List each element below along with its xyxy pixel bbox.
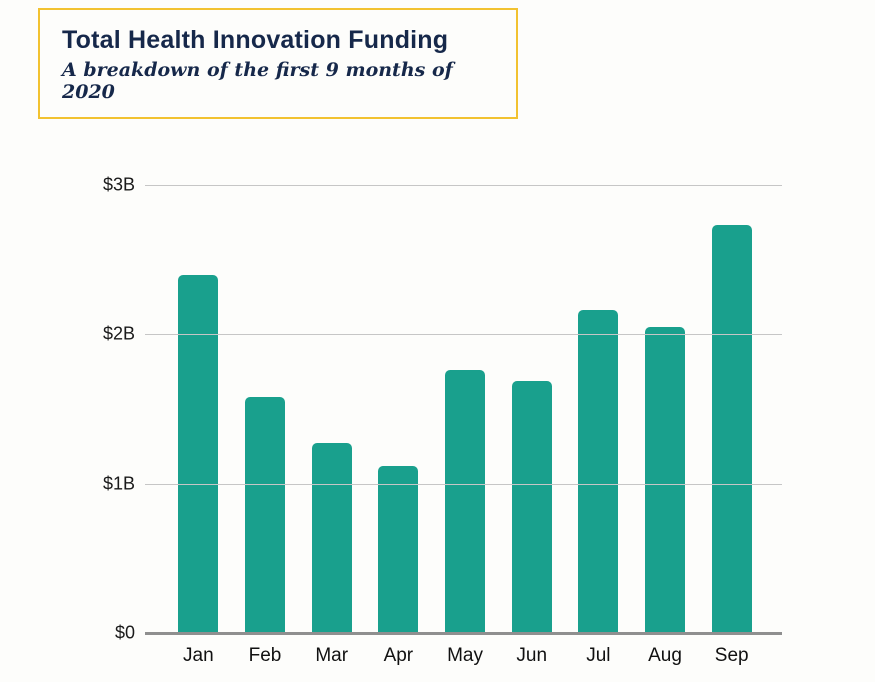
chart-title: Total Health Innovation Funding: [62, 26, 449, 54]
chart-header: Total Health Innovation Funding A breakd…: [38, 8, 518, 119]
bar-cell: [632, 185, 699, 633]
bar-cell: [565, 185, 632, 633]
x-tick-label: Mar: [315, 645, 349, 666]
bar-cell: [432, 185, 499, 633]
x-tick-label: Jan: [183, 645, 214, 666]
bar-may: [445, 370, 486, 633]
bar-cell: [498, 185, 565, 633]
gridline: [145, 334, 782, 336]
bar-cell: [165, 185, 232, 633]
chart-subtitle: A breakdown of the first 9 months of 202…: [62, 58, 453, 103]
bar-sep: [711, 225, 752, 633]
x-tick-label: Aug: [648, 645, 682, 666]
x-axis-labels: Jan Feb Mar Apr May Jun Jul Aug Sep: [165, 645, 765, 667]
x-tick-label: Jul: [586, 645, 611, 666]
bar-cell: [698, 185, 765, 633]
gridline: [145, 185, 782, 186]
bar-jan: [178, 275, 219, 633]
gridline: [145, 483, 782, 485]
bar-jun: [511, 381, 552, 633]
x-axis-baseline: [145, 632, 782, 635]
bar-cell: [232, 185, 299, 633]
bar-feb: [245, 397, 285, 633]
x-tick-label: Apr: [383, 645, 414, 666]
bar-jul: [578, 310, 619, 633]
bar-mar: [311, 443, 352, 633]
y-tick-label: $3B: [102, 174, 135, 195]
x-tick-label: Feb: [248, 645, 282, 666]
x-tick-label: May: [447, 645, 483, 666]
bar-cell: [365, 185, 432, 633]
bar-apr: [378, 466, 419, 633]
y-tick-label: $1B: [102, 473, 135, 494]
bar-cell: [298, 185, 365, 633]
y-tick-label: $0: [114, 622, 135, 643]
x-tick-label: Sep: [714, 645, 749, 666]
x-tick-label: Jun: [516, 645, 548, 666]
y-tick-label: $2B: [102, 323, 135, 344]
bar-aug: [645, 327, 686, 633]
bars-row: [165, 185, 765, 633]
